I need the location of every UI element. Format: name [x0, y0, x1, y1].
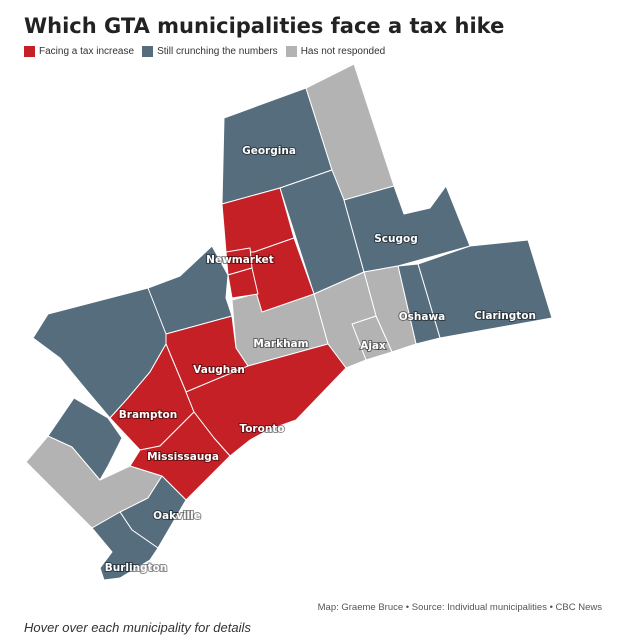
- legend-label-increase: Facing a tax increase: [39, 46, 135, 57]
- label-mississauga: Mississauga: [147, 451, 219, 463]
- legend-label-no-response: Has not responded: [300, 46, 386, 57]
- region-mississauga[interactable]: [129, 411, 231, 501]
- legend: Facing a tax increase Still crunching th…: [24, 46, 385, 57]
- region-richmond-hill[interactable]: [227, 267, 259, 299]
- label-ajax: Ajax: [360, 340, 386, 352]
- legend-label-crunching: Still crunching the numbers: [157, 46, 278, 57]
- region-halton-hills[interactable]: [47, 397, 123, 481]
- region-burlington[interactable]: [91, 511, 159, 581]
- label-clarington: Clarington: [474, 310, 536, 322]
- label-oshawa: Oshawa: [399, 311, 446, 323]
- legend-swatch-no-response: [285, 46, 297, 57]
- legend-swatch-increase: [24, 46, 35, 57]
- legend-item-increase: Facing a tax increase: [24, 46, 134, 57]
- hover-instruction: Hover over each municipality for details: [24, 620, 251, 635]
- label-burlington: Burlington: [105, 562, 168, 574]
- legend-swatch-crunching: [142, 46, 154, 57]
- map-title: Which GTA municipalities face a tax hike: [24, 14, 505, 38]
- legend-item-no-response: Has not responded: [285, 46, 386, 57]
- legend-item-crunching: Still crunching the numbers: [142, 46, 278, 57]
- label-scugog: Scugog: [374, 233, 418, 245]
- label-oakville: Oakville: [153, 510, 201, 522]
- label-georgina: Georgina: [242, 145, 296, 157]
- label-brampton: Brampton: [119, 409, 177, 421]
- label-toronto: Toronto: [239, 423, 284, 435]
- source-credit: Map: Graeme Bruce • Source: Individual m…: [317, 602, 602, 613]
- label-newmarket: Newmarket: [206, 254, 274, 266]
- label-vaughan: Vaughan: [193, 364, 245, 376]
- label-markham: Markham: [253, 338, 308, 350]
